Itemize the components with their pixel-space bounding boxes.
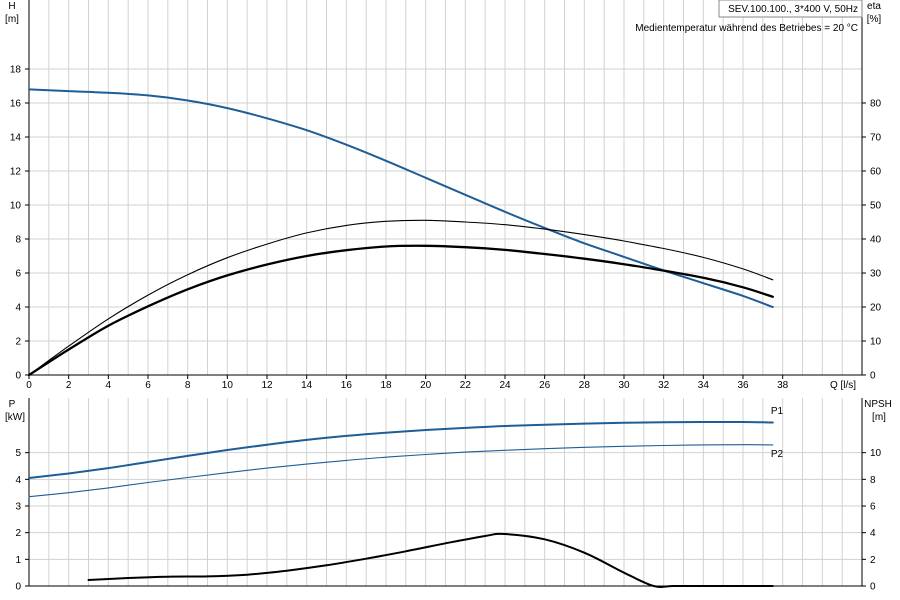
x-tick-label: 18 [380,380,392,391]
x-tick-label: 0 [26,380,32,391]
left-tick-label: 5 [15,448,21,459]
x-tick-label: 8 [185,380,191,391]
right-tick-label: 60 [870,167,882,178]
x-tick-label: 28 [579,380,591,391]
series-label-p2: P2 [771,449,784,460]
medium-temperature-note: Medientemperatur während des Betriebes =… [635,23,858,34]
curves-layer [27,88,774,588]
left-tick-label: 12 [10,167,22,178]
left-tick-label: 18 [10,65,22,76]
right-tick-label: 8 [870,475,876,486]
left-tick-label: 6 [15,269,21,280]
series-label-p1: P1 [771,406,784,417]
x-tick-label: 22 [460,380,472,391]
left-tick-label: 4 [15,303,21,314]
curve-p2 [28,444,774,498]
left-axis-title-top: H [8,1,15,12]
right-axis-title-top: eta [867,1,881,12]
right-tick-label: 2 [870,555,876,566]
right-tick-label: 10 [870,448,882,459]
x-tick-label: 10 [222,380,234,391]
left-axis-title-bottom: P [9,399,16,410]
x-tick-label: 38 [777,380,789,391]
left-tick-label: 10 [10,201,22,212]
left-tick-label: 2 [15,337,21,348]
x-tick-label: 12 [261,380,273,391]
right-tick-label: 10 [870,337,882,348]
x-tick-label: 26 [539,380,551,391]
right-axis-unit-top: [%] [867,14,882,25]
right-tick-label: 6 [870,502,876,513]
x-tick-label: 34 [698,380,710,391]
x-tick-label: 4 [106,380,112,391]
model-info-box [718,0,863,18]
x-tick-label: 2 [66,380,72,391]
model-info-text: SEV.100.100., 3*400 V, 50Hz [728,4,858,15]
right-tick-label: 50 [870,201,882,212]
left-tick-label: 1 [15,555,21,566]
right-tick-label: 70 [870,133,882,144]
x-tick-label: 20 [420,380,432,391]
left-axis-unit-bottom: [kW] [5,412,25,423]
right-tick-label: 0 [870,582,876,593]
left-tick-label: 3 [15,502,21,513]
curve-top-0 [28,88,774,308]
right-axis-unit-bottom: [m] [872,412,886,423]
x-tick-label: 36 [737,380,749,391]
right-tick-label: 30 [870,269,882,280]
left-tick-label: 2 [15,528,21,539]
right-tick-label: 80 [870,99,882,110]
curve-top-1 [28,219,774,376]
right-axis-title-bottom: NPSH [864,399,892,410]
right-tick-label: 0 [870,371,876,382]
grid-layer [29,0,862,586]
left-tick-label: 4 [15,475,21,486]
x-tick-label: 32 [658,380,670,391]
curve-top-2 [27,244,774,377]
left-tick-label: 14 [10,133,22,144]
right-tick-label: 20 [870,303,882,314]
curve-p1 [28,420,774,479]
right-tick-label: 40 [870,235,882,246]
left-tick-label: 0 [15,371,21,382]
x-tick-label: 6 [145,380,151,391]
left-tick-label: 16 [10,99,22,110]
x-tick-label: 16 [341,380,353,391]
x-tick-label: 24 [499,380,511,391]
x-tick-label: 30 [618,380,630,391]
x-tick-label: 14 [301,380,313,391]
right-tick-label: 4 [870,528,876,539]
left-tick-label: 0 [15,582,21,593]
curve-bottom-2 [87,532,774,588]
left-axis-unit-top: [m] [5,14,19,25]
left-tick-label: 8 [15,235,21,246]
x-axis-label: Q [l/s] [830,380,856,391]
